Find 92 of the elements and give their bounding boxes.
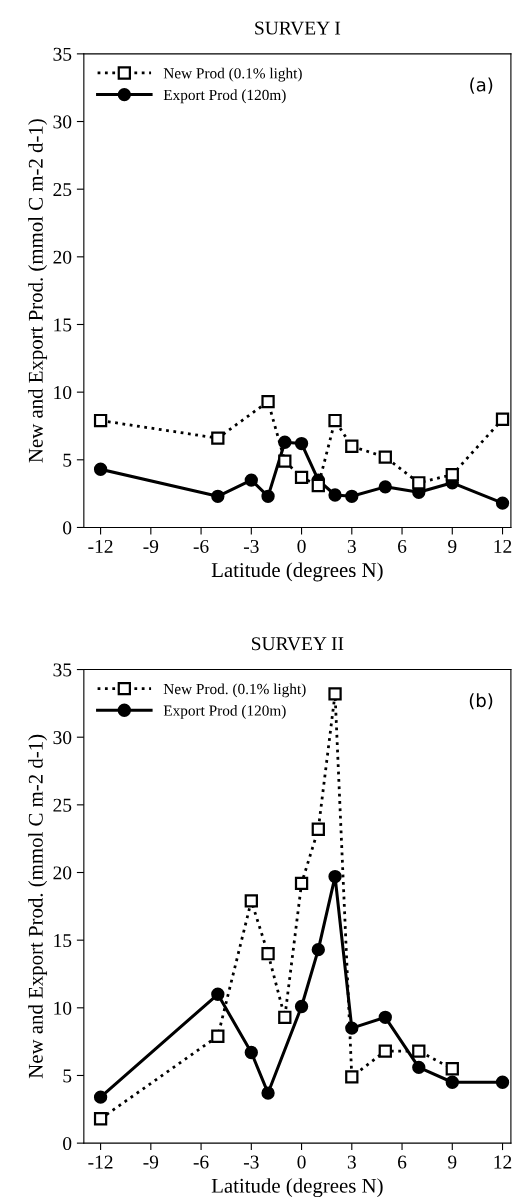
point <box>244 1045 258 1060</box>
x-tick-label: -3 <box>243 1155 259 1169</box>
x-tick-label: -3 <box>243 539 259 553</box>
y-tick-label: 30 <box>53 731 72 745</box>
x-tick-label: 3 <box>347 539 356 553</box>
point <box>412 1060 426 1075</box>
point <box>328 869 342 884</box>
x-tick-label: 6 <box>398 1155 407 1169</box>
point <box>412 1044 426 1058</box>
point <box>294 999 309 1014</box>
point <box>311 822 325 836</box>
point <box>345 1021 359 1035</box>
point <box>311 942 325 957</box>
point <box>294 876 309 890</box>
y-tick-label: 15 <box>54 934 72 948</box>
annotation: (a) <box>470 77 493 94</box>
point <box>495 496 510 510</box>
x-tick-label: -6 <box>193 539 209 553</box>
legend-label: New Prod. (0.1% light) <box>163 683 306 698</box>
legend-label: Export Prod (120m) <box>163 705 286 719</box>
y-tick-label: 10 <box>54 385 72 400</box>
point <box>495 1075 510 1089</box>
point <box>378 480 392 494</box>
point <box>412 476 426 490</box>
point <box>445 1075 459 1089</box>
x-axis-title: Latitude (degrees N) <box>211 562 383 582</box>
point <box>93 1112 108 1126</box>
point <box>311 478 325 493</box>
x-tick-label: 9 <box>448 1155 457 1169</box>
y-tick-label: 0 <box>63 1136 72 1151</box>
point <box>211 1029 225 1043</box>
x-tick-label: 12 <box>494 539 512 553</box>
point <box>378 1010 392 1024</box>
point <box>261 947 275 961</box>
y-tick-label: 5 <box>63 453 72 467</box>
point <box>261 489 275 503</box>
point <box>93 413 108 428</box>
x-tick-label: 3 <box>347 1155 356 1169</box>
x-tick-label: 12 <box>494 1155 512 1169</box>
legend-label: Export Prod (120m) <box>163 89 286 104</box>
y-axis-title: New and Export Prod. (mmol C m-2 d-1) <box>28 119 48 463</box>
legend-label: New Prod (0.1% light) <box>163 67 302 82</box>
x-tick-label: 0 <box>297 1155 306 1169</box>
x-tick-label: -9 <box>143 539 159 553</box>
point <box>93 1090 108 1104</box>
x-tick-label: -12 <box>88 539 113 553</box>
point <box>278 1010 292 1024</box>
point <box>93 462 108 476</box>
point <box>211 431 225 445</box>
x-tick-label: -9 <box>143 1155 159 1169</box>
y-tick-label: 25 <box>53 798 72 812</box>
x-tick-label: -6 <box>193 1155 209 1169</box>
y-tick-label: 0 <box>63 521 72 535</box>
point <box>261 394 275 409</box>
point <box>345 1070 359 1084</box>
point <box>345 489 359 503</box>
point <box>328 687 342 701</box>
point <box>345 439 359 453</box>
x-tick-label: -12 <box>88 1155 113 1169</box>
y-tick-label: 35 <box>53 47 72 61</box>
point <box>378 450 392 464</box>
point <box>328 488 342 502</box>
chart-title: SURVEY II <box>252 637 344 651</box>
point <box>328 413 342 428</box>
y-tick-label: 35 <box>53 663 72 677</box>
point <box>445 1062 459 1076</box>
y-axis-title: New and Export Prod. (mmol C m-2 d-1) <box>28 734 48 1079</box>
point <box>378 1044 392 1058</box>
y-tick-label: 30 <box>53 115 72 129</box>
chart-title: SURVEY I <box>255 21 341 35</box>
y-tick-label: 5 <box>63 1069 72 1083</box>
annotation: (b) <box>469 693 493 710</box>
x-tick-label: 0 <box>297 539 306 553</box>
y-tick-label: 10 <box>54 1001 72 1015</box>
y-tick-label: 20 <box>53 866 72 880</box>
y-tick-label: 25 <box>53 183 72 197</box>
point <box>495 412 510 426</box>
point <box>211 987 225 1001</box>
point <box>261 1086 275 1100</box>
point <box>294 436 309 451</box>
x-tick-label: 6 <box>398 539 407 553</box>
y-tick-label: 20 <box>53 250 72 264</box>
point <box>445 468 459 482</box>
point <box>294 470 309 485</box>
point <box>244 473 258 487</box>
point <box>244 894 258 908</box>
point <box>211 489 225 503</box>
point <box>278 435 292 449</box>
x-axis-title: Latitude (degrees N) <box>211 1178 383 1197</box>
point <box>278 454 292 468</box>
y-tick-label: 15 <box>54 318 72 332</box>
x-tick-label: 9 <box>448 539 457 553</box>
